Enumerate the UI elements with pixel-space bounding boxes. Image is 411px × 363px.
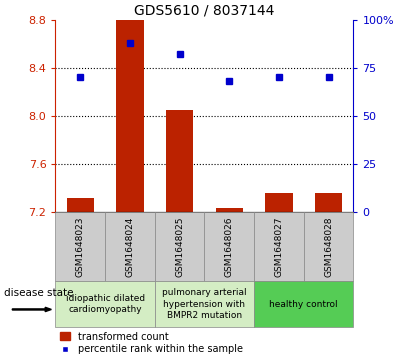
Bar — [254, 212, 304, 281]
Bar — [155, 212, 204, 281]
Text: GSM1648026: GSM1648026 — [225, 217, 234, 277]
Bar — [315, 193, 342, 212]
Bar — [105, 212, 155, 281]
Text: idiopathic dilated
cardiomyopathy: idiopathic dilated cardiomyopathy — [66, 294, 145, 314]
Text: pulmonary arterial
hypertension with
BMPR2 mutation: pulmonary arterial hypertension with BMP… — [162, 289, 247, 319]
Bar — [55, 212, 105, 281]
Title: GDS5610 / 8037144: GDS5610 / 8037144 — [134, 3, 275, 17]
Bar — [55, 281, 155, 327]
Bar — [155, 281, 254, 327]
Text: GSM1648028: GSM1648028 — [324, 217, 333, 277]
Bar — [116, 20, 143, 212]
Text: disease state: disease state — [4, 288, 74, 298]
Text: GSM1648027: GSM1648027 — [275, 217, 284, 277]
Bar — [304, 212, 353, 281]
Bar — [67, 198, 94, 212]
Bar — [254, 281, 353, 327]
Bar — [216, 208, 243, 212]
Legend: transformed count, percentile rank within the sample: transformed count, percentile rank withi… — [60, 331, 243, 355]
Text: GSM1648023: GSM1648023 — [76, 217, 85, 277]
Text: GSM1648024: GSM1648024 — [125, 217, 134, 277]
Bar — [166, 110, 193, 212]
Text: healthy control: healthy control — [270, 299, 338, 309]
Text: GSM1648025: GSM1648025 — [175, 217, 184, 277]
Bar — [266, 193, 293, 212]
Bar — [205, 212, 254, 281]
